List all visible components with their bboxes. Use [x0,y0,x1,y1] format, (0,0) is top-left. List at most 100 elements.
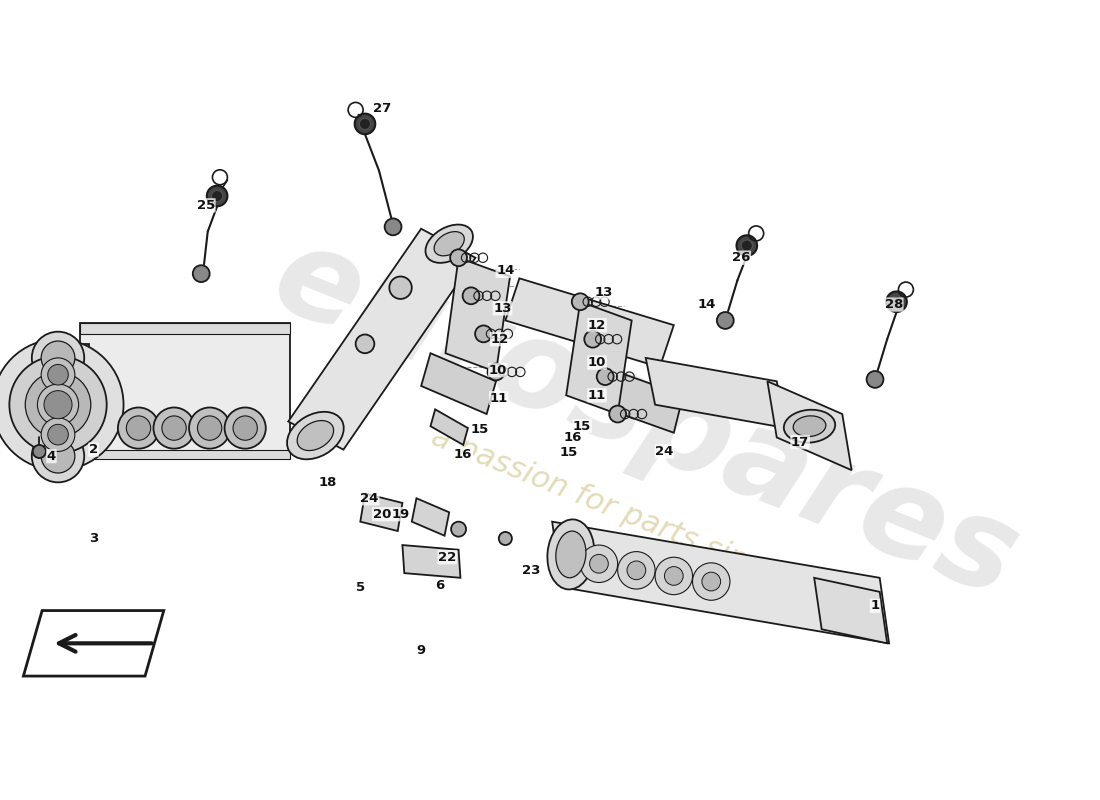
Circle shape [741,240,752,251]
Polygon shape [79,323,290,459]
Text: 5: 5 [355,581,365,594]
Text: 11: 11 [587,389,606,402]
Circle shape [37,384,78,426]
Circle shape [32,430,85,482]
Text: 16: 16 [454,448,472,461]
Circle shape [192,266,210,282]
Polygon shape [288,229,475,450]
Text: 12: 12 [587,318,606,332]
Circle shape [891,296,902,307]
Circle shape [32,365,85,417]
Circle shape [198,416,222,440]
Circle shape [498,532,512,545]
Polygon shape [768,382,851,470]
Polygon shape [566,302,631,414]
Polygon shape [430,410,468,445]
Text: 16: 16 [563,431,582,444]
Circle shape [25,372,91,438]
Circle shape [41,341,75,374]
Text: 20: 20 [373,508,390,521]
Circle shape [572,294,588,310]
Circle shape [40,386,77,423]
Circle shape [354,114,375,134]
Text: 11: 11 [490,392,508,405]
Text: 2: 2 [89,443,98,456]
Text: 13: 13 [594,286,613,299]
Polygon shape [79,323,290,334]
Circle shape [126,416,151,440]
Circle shape [584,330,601,347]
Text: 26: 26 [732,251,750,264]
Text: 3: 3 [89,532,98,545]
Circle shape [597,368,614,385]
Circle shape [118,407,160,449]
Circle shape [737,235,757,256]
Text: 27: 27 [373,102,390,114]
Polygon shape [608,372,683,433]
Circle shape [627,561,646,580]
Text: 28: 28 [884,298,903,311]
Circle shape [41,439,75,473]
Circle shape [33,445,46,458]
Circle shape [487,363,505,380]
Circle shape [702,572,721,591]
Ellipse shape [784,410,835,442]
Text: 13: 13 [494,302,512,314]
Polygon shape [35,344,89,461]
Circle shape [451,522,466,537]
Circle shape [47,424,68,445]
Text: 1: 1 [870,599,880,612]
Circle shape [355,334,374,354]
Text: 23: 23 [522,564,541,577]
Circle shape [162,416,186,440]
Circle shape [44,390,73,418]
Ellipse shape [556,531,586,578]
Circle shape [664,566,683,586]
Text: 17: 17 [791,436,810,449]
Circle shape [867,371,883,388]
Circle shape [360,118,371,130]
Circle shape [41,374,75,407]
Circle shape [618,552,656,589]
Text: 19: 19 [392,508,409,521]
Polygon shape [411,498,449,536]
Text: 25: 25 [197,199,215,212]
Circle shape [189,407,230,449]
Text: 9: 9 [417,644,426,658]
Ellipse shape [426,225,473,263]
Text: 12: 12 [491,333,509,346]
Circle shape [475,326,492,342]
Polygon shape [421,354,496,414]
Circle shape [224,407,266,449]
Circle shape [609,406,626,422]
Circle shape [887,291,906,312]
Text: a passion for parts since 1985: a passion for parts since 1985 [427,422,865,622]
Circle shape [10,356,107,454]
Circle shape [717,312,734,329]
Text: 22: 22 [438,550,456,564]
Circle shape [32,332,85,384]
Circle shape [389,277,411,299]
Circle shape [47,365,68,385]
Text: eurospares: eurospares [256,214,1035,623]
Ellipse shape [793,416,826,437]
Circle shape [207,186,228,206]
Text: 15: 15 [573,420,591,433]
Text: 10: 10 [488,363,507,377]
Circle shape [590,554,608,573]
Polygon shape [552,522,889,643]
Polygon shape [361,494,403,531]
Circle shape [233,416,257,440]
Text: 14: 14 [697,298,716,311]
Polygon shape [505,278,674,367]
Text: 4: 4 [47,450,56,462]
Ellipse shape [297,421,333,450]
Circle shape [154,407,195,449]
Circle shape [32,397,85,450]
Circle shape [41,418,75,451]
Circle shape [385,218,402,235]
Ellipse shape [434,232,464,256]
Circle shape [463,287,480,304]
Text: 15: 15 [471,423,490,437]
Circle shape [41,358,75,391]
